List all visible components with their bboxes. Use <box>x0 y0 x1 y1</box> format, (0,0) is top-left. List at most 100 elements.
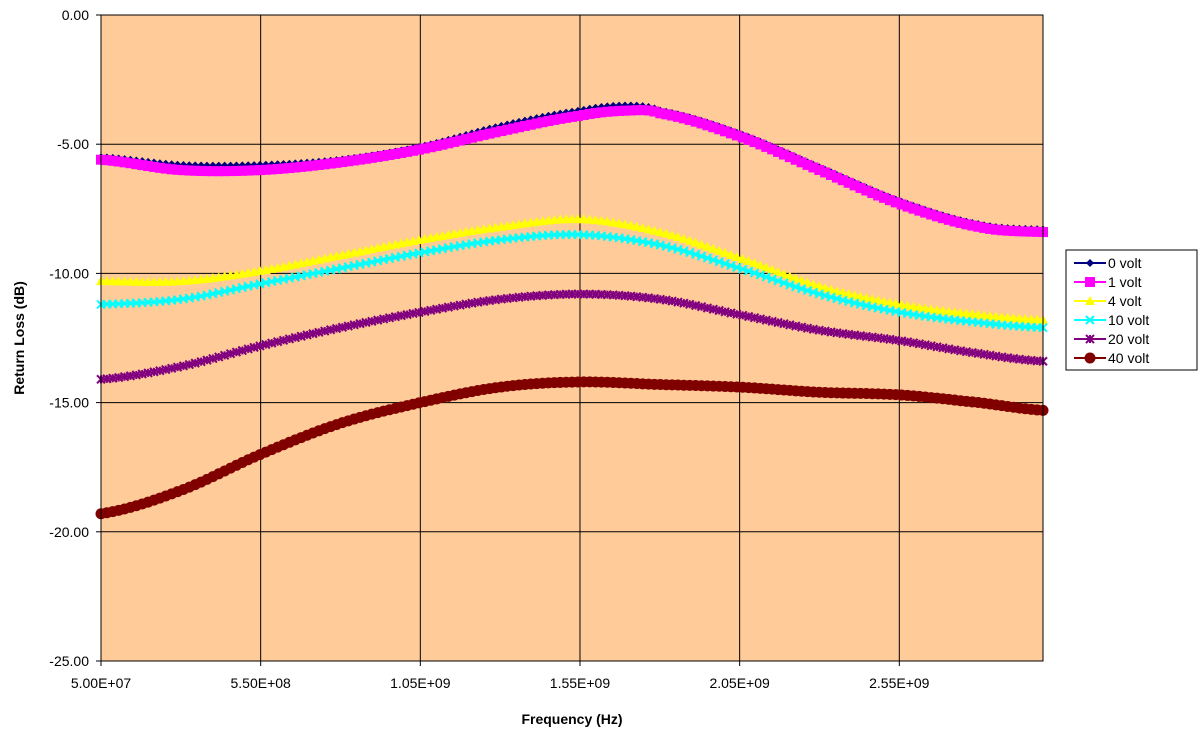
data-point <box>166 164 177 175</box>
data-point <box>243 165 254 176</box>
x-tick-label: 1.55E+09 <box>550 675 611 691</box>
data-point <box>820 167 831 178</box>
data-point <box>890 197 901 208</box>
data-point <box>455 135 466 146</box>
data-point <box>767 264 778 274</box>
data-point <box>884 195 895 206</box>
data-point <box>378 150 389 161</box>
data-point <box>637 105 648 116</box>
data-point <box>961 219 972 230</box>
legend: 0 volt 1 volt 4 volt 10 volt 20 volt 40 volt <box>1065 249 1198 371</box>
series-4-volt <box>96 214 1048 324</box>
data-point <box>914 302 925 312</box>
data-point <box>661 109 672 120</box>
data-point <box>902 300 913 310</box>
series-1-volt <box>96 105 1048 238</box>
data-point <box>955 217 966 228</box>
data-point <box>625 105 636 116</box>
data-point <box>643 224 654 234</box>
data-point <box>773 276 783 286</box>
data-point <box>985 223 996 234</box>
legend-label: 20 volt <box>1108 331 1149 347</box>
data-point <box>137 160 148 171</box>
data-point <box>814 164 825 175</box>
data-point <box>184 165 195 176</box>
data-point <box>219 166 230 177</box>
data-point <box>843 177 854 188</box>
data-point <box>725 249 736 259</box>
data-point <box>855 182 866 193</box>
data-point <box>690 116 701 127</box>
data-point <box>826 170 837 181</box>
data-point <box>996 225 1007 236</box>
data-point <box>349 155 360 166</box>
legend-label: 40 volt <box>1108 350 1149 366</box>
series-10-volt <box>96 229 1048 333</box>
data-point <box>708 243 719 253</box>
legend-item: 4 volt <box>1074 293 1142 309</box>
data-point <box>196 165 207 176</box>
data-point <box>514 122 525 133</box>
legend-item: 1 volt <box>1074 274 1142 290</box>
data-point <box>337 157 348 168</box>
x-tick-label: 1.05E+09 <box>390 675 451 691</box>
data-point <box>201 166 212 177</box>
data-point <box>932 305 943 315</box>
data-point <box>449 136 460 147</box>
data-point <box>608 217 619 227</box>
data-point <box>672 232 683 242</box>
data-point <box>614 105 625 116</box>
data-point <box>696 118 707 129</box>
y-tick-label: 0.00 <box>62 7 89 23</box>
data-point <box>714 245 725 255</box>
data-point <box>884 297 895 307</box>
data-point <box>914 205 925 216</box>
data-point <box>779 278 789 288</box>
data-point <box>937 213 948 224</box>
data-point <box>131 159 142 170</box>
data-point <box>466 132 477 143</box>
data-point <box>879 192 890 203</box>
data-point <box>761 272 771 282</box>
data-point <box>290 162 301 173</box>
data-point <box>973 309 984 319</box>
data-point <box>1032 226 1043 237</box>
data-point <box>725 128 736 139</box>
data-point <box>778 269 789 279</box>
data-point <box>643 105 654 116</box>
data-point <box>443 138 454 149</box>
data-point <box>737 132 748 143</box>
data-point <box>678 233 689 243</box>
data-point <box>896 299 907 309</box>
legend-label: 4 volt <box>1108 293 1142 309</box>
data-point <box>125 158 136 169</box>
data-point <box>749 258 760 268</box>
data-point <box>1014 226 1025 237</box>
data-point <box>784 152 795 163</box>
data-point <box>655 227 666 237</box>
data-point <box>790 154 801 165</box>
data-point <box>172 164 183 175</box>
data-point <box>1002 225 1013 236</box>
data-point <box>979 222 990 233</box>
data-point <box>101 155 112 166</box>
y-tick-label: -20.00 <box>49 524 89 540</box>
data-point <box>908 301 919 311</box>
legend-label: 1 volt <box>1108 274 1142 290</box>
data-point <box>908 203 919 214</box>
data-point <box>749 137 760 148</box>
data-point <box>260 164 271 175</box>
data-point <box>926 304 937 314</box>
data-point <box>596 107 607 118</box>
data-point <box>761 262 772 272</box>
data-point <box>355 154 366 165</box>
data-point <box>278 163 289 174</box>
data-point <box>384 149 395 160</box>
x-tick-label: 2.05E+09 <box>709 675 770 691</box>
data-point <box>637 223 648 233</box>
data-point <box>431 140 442 151</box>
data-point <box>543 116 554 127</box>
data-point <box>873 190 884 201</box>
data-point <box>561 112 572 123</box>
data-point <box>266 164 277 175</box>
